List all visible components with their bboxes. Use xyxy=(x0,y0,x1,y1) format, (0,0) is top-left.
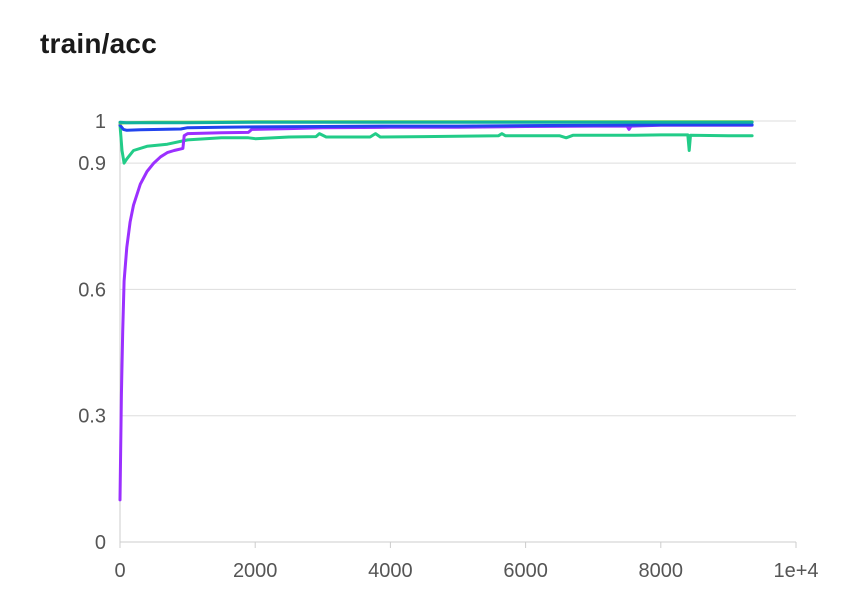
series-line-3 xyxy=(118,123,754,132)
series-lines xyxy=(118,120,754,502)
tick-labels: 0 0.3 0.6 0.9 1 0 2000 4000 6000 8000 1e+4 xyxy=(78,111,818,582)
x-tick-label: 0 xyxy=(114,560,125,582)
x-tick-label: 6000 xyxy=(503,560,548,582)
x-tick-label: 8000 xyxy=(639,560,684,582)
y-tick-label: 0.3 xyxy=(78,406,106,428)
x-tick-label: 2000 xyxy=(233,560,278,582)
series-line-1 xyxy=(118,123,754,165)
y-tick-label: 1 xyxy=(95,111,106,133)
x-tick-label: 4000 xyxy=(368,560,413,582)
chart-title: train/acc xyxy=(40,28,157,59)
y-tick-label: 0 xyxy=(95,532,106,554)
axes xyxy=(119,121,797,548)
series-line-2 xyxy=(118,123,754,502)
x-scale-label: 1e+4 xyxy=(773,560,818,582)
y-tick-label: 0.9 xyxy=(78,153,106,175)
grid-lines xyxy=(120,120,796,417)
y-tick-label: 0.6 xyxy=(78,279,106,301)
